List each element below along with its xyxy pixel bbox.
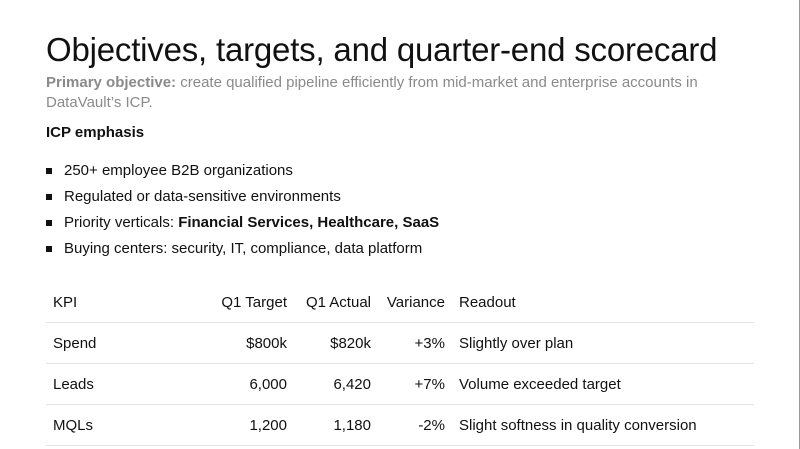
- table-cell: $820k: [294, 322, 378, 364]
- list-item: 250+ employee B2B organizations: [46, 158, 746, 184]
- bullet-bold-text: Financial Services, Healthcare, SaaS: [178, 214, 440, 231]
- column-header: Variance: [378, 282, 452, 323]
- objective-label: Primary objective:: [46, 74, 177, 91]
- column-header: Q1 Actual: [294, 282, 378, 323]
- table-cell: 1,180: [294, 404, 378, 446]
- icp-heading: ICP emphasis: [46, 124, 145, 141]
- bullet-square-icon: [46, 246, 52, 252]
- table-cell: 6,000: [200, 363, 294, 405]
- table-cell: Spend: [46, 322, 200, 364]
- icp-bullet-list: 250+ employee B2B organizations Regulate…: [46, 158, 746, 262]
- objective-text: create qualified pipeline efficiently fr…: [46, 74, 698, 111]
- kpi-scorecard-table: KPI Q1 Target Q1 Actual Variance Readout…: [46, 282, 754, 446]
- table-row: Spend $800k $820k +3% Slightly over plan: [46, 322, 754, 364]
- table-cell: -2%: [378, 404, 452, 446]
- table-cell: 1,200: [200, 404, 294, 446]
- bullet-square-icon: [46, 220, 52, 226]
- table-cell: 6,420: [294, 363, 378, 405]
- slide-title: Objectives, targets, and quarter-end sco…: [46, 31, 718, 68]
- objective-statement: Primary objective: create qualified pipe…: [46, 73, 746, 113]
- table-cell: Volume exceeded target: [452, 363, 754, 405]
- bullet-text: Priority verticals:: [64, 214, 179, 231]
- list-item: Regulated or data-sensitive environments: [46, 184, 746, 210]
- bullet-square-icon: [46, 194, 52, 200]
- table-cell: MQLs: [46, 404, 200, 446]
- table-cell: $800k: [200, 322, 294, 364]
- bullet-square-icon: [46, 168, 52, 174]
- column-header: Q1 Target: [200, 282, 294, 323]
- bullet-text: Buying centers: security, IT, compliance…: [64, 240, 423, 257]
- column-header: Readout: [452, 282, 754, 323]
- table-row: Leads 6,000 6,420 +7% Volume exceeded ta…: [46, 363, 754, 405]
- bullet-text: 250+ employee B2B organizations: [64, 162, 293, 179]
- table-cell: +7%: [378, 363, 452, 405]
- table-row: MQLs 1,200 1,180 -2% Slight softness in …: [46, 404, 754, 446]
- table-cell: +3%: [378, 322, 452, 364]
- table-cell: Slightly over plan: [452, 322, 754, 364]
- table-header-row: KPI Q1 Target Q1 Actual Variance Readout: [46, 282, 754, 323]
- table-cell: Slight softness in quality conversion: [452, 404, 754, 446]
- column-header: KPI: [46, 282, 200, 323]
- table-cell: Leads: [46, 363, 200, 405]
- list-item: Buying centers: security, IT, compliance…: [46, 236, 746, 262]
- list-item: Priority verticals: Financial Services, …: [46, 210, 746, 236]
- bullet-text: Regulated or data-sensitive environments: [64, 188, 341, 205]
